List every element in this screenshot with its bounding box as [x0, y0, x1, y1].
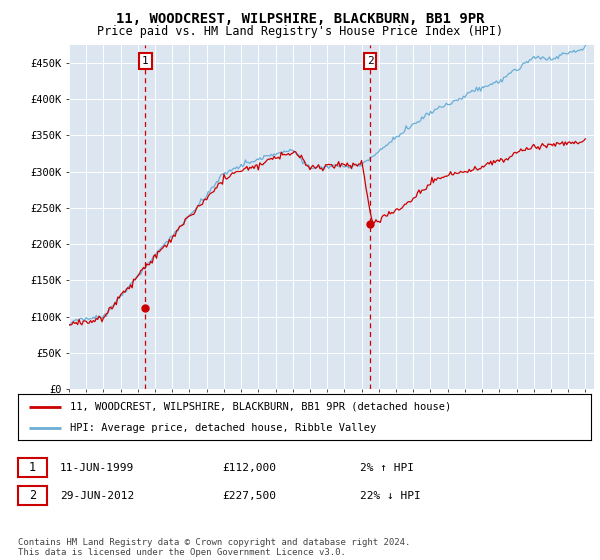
Text: 2: 2 — [29, 488, 36, 502]
Text: 2: 2 — [367, 56, 373, 66]
Text: 29-JUN-2012: 29-JUN-2012 — [60, 491, 134, 501]
Text: 11, WOODCREST, WILPSHIRE, BLACKBURN, BB1 9PR: 11, WOODCREST, WILPSHIRE, BLACKBURN, BB1… — [116, 12, 484, 26]
Text: Contains HM Land Registry data © Crown copyright and database right 2024.
This d: Contains HM Land Registry data © Crown c… — [18, 538, 410, 557]
Text: 2% ↑ HPI: 2% ↑ HPI — [360, 463, 414, 473]
Text: 1: 1 — [29, 460, 36, 474]
Text: 22% ↓ HPI: 22% ↓ HPI — [360, 491, 421, 501]
Text: 11-JUN-1999: 11-JUN-1999 — [60, 463, 134, 473]
Text: 11, WOODCREST, WILPSHIRE, BLACKBURN, BB1 9PR (detached house): 11, WOODCREST, WILPSHIRE, BLACKBURN, BB1… — [70, 402, 451, 412]
Text: £227,500: £227,500 — [222, 491, 276, 501]
Text: £112,000: £112,000 — [222, 463, 276, 473]
Text: HPI: Average price, detached house, Ribble Valley: HPI: Average price, detached house, Ribb… — [70, 423, 376, 433]
Text: Price paid vs. HM Land Registry's House Price Index (HPI): Price paid vs. HM Land Registry's House … — [97, 25, 503, 38]
Text: 1: 1 — [142, 56, 149, 66]
